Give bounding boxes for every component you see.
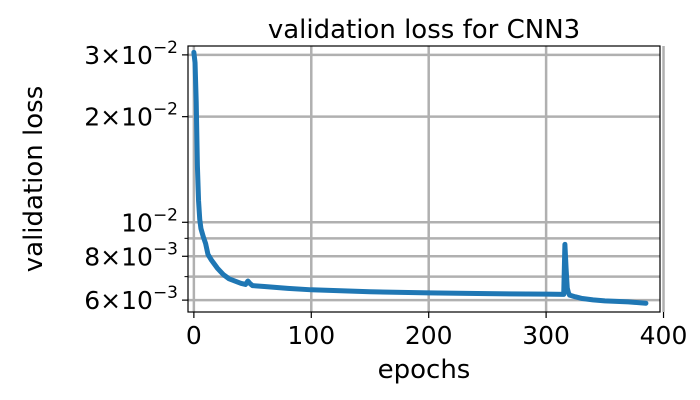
plot-frame xyxy=(187,45,661,313)
y-tick-label: 3×10−2 xyxy=(84,38,178,70)
x-tick-label: 200 xyxy=(405,321,453,350)
y-axis-label: validation loss xyxy=(19,86,49,273)
y-tick-label: 8×10−3 xyxy=(84,239,178,271)
x-axis-label: epochs xyxy=(378,355,471,385)
x-tick-label: 0 xyxy=(186,321,202,350)
y-tick-label: 2×10−2 xyxy=(84,100,178,132)
series-group xyxy=(191,49,649,306)
x-tick-label: 300 xyxy=(522,321,570,350)
x-axis-ticks: 0 100 200 300 400 xyxy=(186,312,687,350)
y-tick-label: 6×10−3 xyxy=(84,283,178,315)
grid xyxy=(188,46,665,312)
y-tick-label: 10−2 xyxy=(121,205,178,237)
series-line xyxy=(191,49,649,306)
y-axis-ticks: 3×10−2 2×10−2 10−28×10−3 6×10−3 xyxy=(84,38,188,315)
x-tick-label: 100 xyxy=(287,321,335,350)
chart-title: validation loss for CNN3 xyxy=(268,15,580,45)
x-tick-label: 400 xyxy=(640,321,688,350)
